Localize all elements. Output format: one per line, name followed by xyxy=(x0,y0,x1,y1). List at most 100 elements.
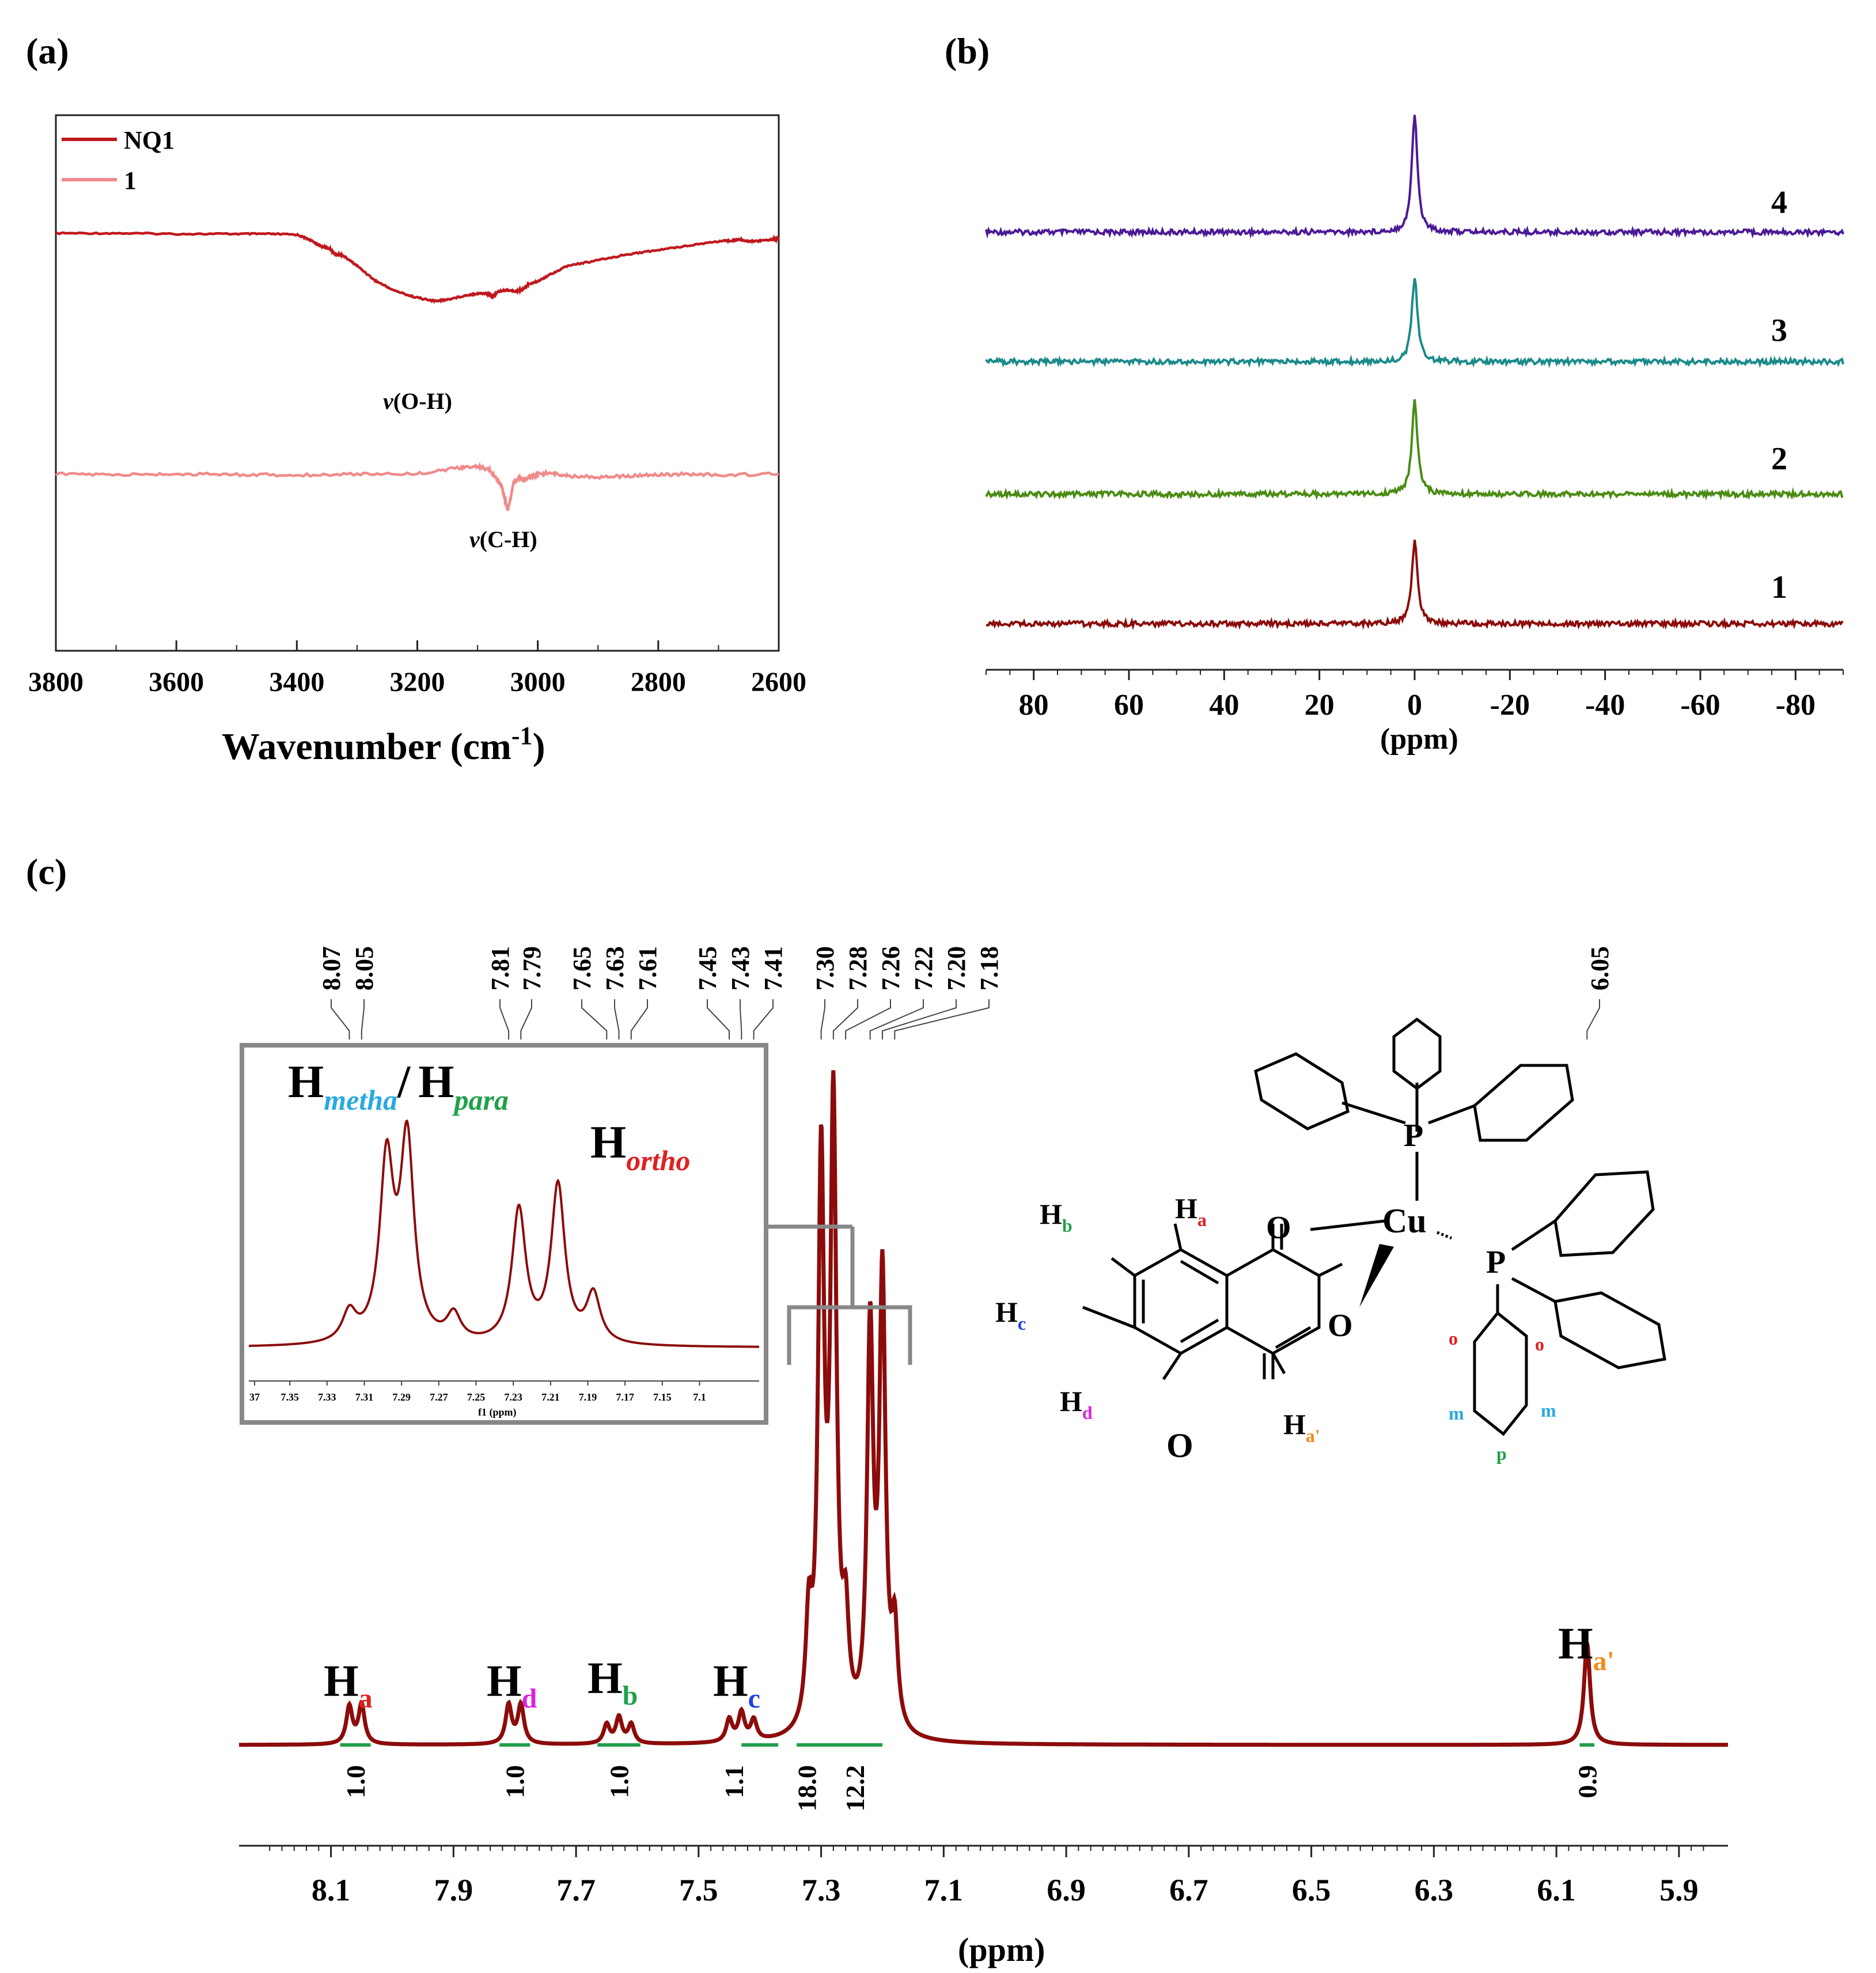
inset-h-metha-sub: metha xyxy=(324,1084,397,1116)
ring-label-o-left: o xyxy=(1449,1328,1458,1349)
inset-label-metha-para: Hmetha/Hpara xyxy=(288,1057,509,1116)
inset-h-para-sub: para xyxy=(452,1084,509,1116)
panel-c-tick-label: 7.3 xyxy=(802,1873,841,1907)
peak-connector xyxy=(869,999,924,1039)
phenyl-rings xyxy=(1254,1017,1666,1436)
panel-a-series-NQ1 xyxy=(55,231,780,304)
peak-label-7.63: 7.63 xyxy=(601,946,629,991)
atom-o-3: O xyxy=(1166,1426,1193,1464)
trace-label-4: 4 xyxy=(1771,185,1787,221)
panel-c-tick-label: 6.9 xyxy=(1047,1873,1086,1907)
assign-ha-prime: Ha' xyxy=(1558,1618,1615,1676)
integral-label-18.0: 18.0 xyxy=(793,1765,822,1812)
integral-label-1.0: 1.0 xyxy=(341,1765,370,1799)
struct-hb-sub: b xyxy=(1062,1215,1072,1236)
panel-a-tick-label: 3000 xyxy=(510,667,566,697)
panel-c-integrals: 1.0 1.0 1.0 1.1 18.0 12.2 0.9 xyxy=(340,1743,1602,1812)
panel-b-tick-label: -60 xyxy=(1680,689,1720,722)
struct-hd-main: H xyxy=(1060,1385,1082,1417)
inset-tick-label: 7.25 xyxy=(467,1391,486,1403)
inset-x-axis-label: f1 (ppm) xyxy=(478,1406,517,1418)
peak-label-7.26: 7.26 xyxy=(877,946,905,991)
assign-hd-main: H xyxy=(487,1656,522,1706)
assign-hb-sub: b xyxy=(623,1680,638,1711)
inset-tick-label: 7.27 xyxy=(430,1391,448,1403)
trace-label-1: 1 xyxy=(1771,570,1787,605)
integral-label-1.1: 1.1 xyxy=(719,1765,749,1799)
assign-hd-sub: d xyxy=(522,1683,537,1714)
peak-label-7.79: 7.79 xyxy=(518,946,546,991)
panel-c-tick-label: 7.7 xyxy=(556,1873,596,1907)
panel-b-tick-label: 80 xyxy=(1019,689,1049,722)
annotation-ch-text: (C-H) xyxy=(480,526,537,552)
panel-c-x-axis-label: (ppm) xyxy=(958,1931,1045,1968)
peak-label-8.05: 8.05 xyxy=(350,946,378,991)
struct-ha-prime: Ha' xyxy=(1283,1408,1320,1446)
panel-c-peak-labels: 8.07 8.05 7.81 7.79 7.65 7.63 7.61 7.45 7.43 7.41… xyxy=(317,946,1614,1039)
inset-tick-label: 7.19 xyxy=(579,1391,597,1403)
inset-tick-label: 7.35 xyxy=(281,1391,299,1403)
panel-a-x-ticks: 3800 3600 3400 3200 3000 2800 2600 xyxy=(28,640,806,697)
inset-h-ortho-main: H xyxy=(590,1117,626,1168)
peak-connector xyxy=(361,999,365,1039)
inset-label-ortho: Hortho xyxy=(590,1117,690,1177)
panel-a-tick-label: 3200 xyxy=(390,667,445,697)
peak-connector xyxy=(740,999,742,1039)
panel-b-tick-label: -40 xyxy=(1585,689,1625,722)
panel-b-tick-label: -80 xyxy=(1776,689,1816,722)
panel-a-tick-label: 3600 xyxy=(149,667,204,697)
panel-c-assignments: Ha Hd Hb Hc Ha' xyxy=(324,1618,1615,1714)
peak-connector xyxy=(894,999,990,1039)
struct-hc: Hc xyxy=(995,1296,1026,1334)
atom-p-top: P xyxy=(1404,1118,1423,1154)
annotation-ch-nu: v xyxy=(469,526,480,552)
peak-label-6.05: 6.05 xyxy=(1586,946,1614,991)
assign-hd: Hd xyxy=(487,1656,537,1714)
panel-b-nmr-stack: 80 60 40 20 0 -20 -40 -60 -80 4 3 2 1 (ppm) xyxy=(985,115,1844,756)
inset-h-metha-main: H xyxy=(288,1057,324,1107)
peak-connector xyxy=(499,999,510,1039)
panel-b-tick-label: 60 xyxy=(1114,689,1144,722)
annotation-oh-nu: v xyxy=(383,388,394,414)
annotation-oh-stretch: v(O-H) xyxy=(383,388,452,414)
struct-ha-main: H xyxy=(1175,1192,1197,1224)
struct-ha-prime-main: H xyxy=(1283,1408,1306,1440)
panel-b-trace-3 xyxy=(985,278,1844,369)
peak-label-7.65: 7.65 xyxy=(568,946,596,991)
panel-b-trace-2 xyxy=(985,399,1844,501)
wedge-bond xyxy=(1359,1244,1394,1307)
assign-ha-prime-sub: a' xyxy=(1593,1646,1615,1676)
inset-tick-label: 7.23 xyxy=(504,1391,522,1403)
x-label-superscript: -1 xyxy=(511,722,533,750)
assign-hc-sub: c xyxy=(748,1683,760,1714)
assign-hb-main: H xyxy=(588,1653,623,1703)
panel-a-frame xyxy=(55,114,780,652)
peak-connector xyxy=(753,999,774,1039)
ring-label-m-left: m xyxy=(1449,1403,1464,1424)
peak-connector xyxy=(630,999,648,1039)
inset-tick-label: 7.29 xyxy=(392,1391,411,1403)
struct-ha: Ha xyxy=(1175,1192,1207,1230)
inset-tick-label: 7.31 xyxy=(355,1391,374,1403)
panel-a-series-1 xyxy=(55,462,779,511)
legend-label-nq1: NQ1 xyxy=(124,126,175,154)
atom-p-right: P xyxy=(1486,1244,1506,1280)
panel-a-series xyxy=(55,231,780,511)
panel-a-label: (a) xyxy=(26,31,69,71)
panel-c-x-ticks: 8.1 7.9 7.7 7.5 7.3 7.1 6.9 6.7 6.5 6.3 6.1 5.9 xyxy=(269,1846,1704,1907)
panel-a-tick-label: 3400 xyxy=(269,667,324,697)
struct-hd: Hd xyxy=(1060,1385,1093,1423)
peak-label-7.30: 7.30 xyxy=(811,946,839,991)
atom-o-2: O xyxy=(1328,1308,1353,1344)
peak-connector xyxy=(845,999,891,1039)
panel-c-1h-nmr: 8.1 7.9 7.7 7.5 7.3 7.1 6.9 6.7 6.5 6.3 6.1 5.9 8.0… xyxy=(239,946,1728,1968)
assign-hc: Hc xyxy=(713,1656,760,1714)
panel-b-tick-label: 40 xyxy=(1209,689,1239,722)
peak-label-7.45: 7.45 xyxy=(693,946,722,991)
panel-c-tick-label: 7.1 xyxy=(924,1873,964,1907)
inset-tick-label: 7.15 xyxy=(653,1391,672,1403)
struct-hb-main: H xyxy=(1040,1198,1062,1230)
assign-hb: Hb xyxy=(588,1653,638,1711)
annotation-oh-text: (O-H) xyxy=(393,388,452,414)
peak-connector xyxy=(614,999,620,1039)
